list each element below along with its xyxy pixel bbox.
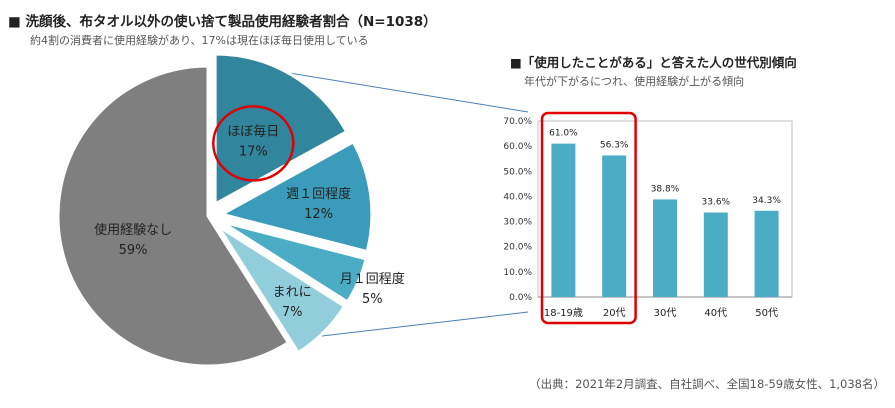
bar [602,155,627,297]
y-tick-label: 40.0% [503,192,532,202]
pie-slice-label: ほぼ毎日 [227,123,279,139]
y-tick-label: 0.0% [509,293,532,303]
y-tick-label: 20.0% [503,243,532,253]
bar [653,199,677,297]
pie-slice [213,52,349,207]
x-tick-label: 18-19歳 [544,307,583,319]
y-tick-label: 60.0% [503,142,532,152]
pie-slice [216,224,347,355]
bar-value-label: 38.8% [651,184,680,194]
x-tick-label: 20代 [603,307,626,319]
pie-slice-label: まれに [273,285,312,300]
x-tick-label: 50代 [755,307,778,319]
bar-value-label: 56.3% [600,140,629,150]
bar-chart-title: ■「使用したことがある」と答えた人の世代別傾向 [510,55,797,70]
y-tick-label: 50.0% [503,167,532,177]
highlight-circle [212,105,295,182]
pie-slice-label: 月１回程度 [340,271,405,287]
pie-slice [220,220,368,305]
pie-slice [56,64,291,368]
pie-slice-value: 5% [362,292,383,307]
bar-value-label: 33.6% [702,198,731,208]
y-tick-label: 70.0% [503,117,532,127]
chart-subtitle: 約4割の消費者に使用経験があり、17%は現在ほぼ毎日使用している [30,34,369,47]
bar-chart-subtitle: 年代が下がるにつれ、使用経験が上がる傾向 [524,75,745,88]
pie-slice [217,139,374,254]
source-note: （出典：2021年2月調査、自社調べ、全国18-59歳女性、1,038名） [529,377,885,391]
bar [703,212,728,297]
connector-line-bottom [295,311,529,340]
pie-slice-value: 59% [119,243,148,258]
bar-value-label: 61.0% [549,129,578,139]
highlight-box [540,111,637,325]
x-tick-label: 30代 [654,307,677,319]
y-tick-label: 30.0% [503,218,532,228]
bar [754,210,779,297]
x-tick-label: 40代 [704,307,727,319]
bar [551,143,576,297]
chart-title: ■ 洗顔後、布タオル以外の使い捨て製品使用経験者割合（N=1038） [8,14,437,30]
y-tick-label: 10.0% [503,268,532,278]
pie-slice-label: 使用経験なし [94,222,172,238]
pie-slice-label: 週１回程度 [286,186,351,202]
bar-value-label: 34.3% [752,196,781,206]
pie-slice-value: 12% [304,207,333,222]
pie-slice-value: 7% [282,305,303,320]
pie-slice-value: 17% [239,144,268,159]
